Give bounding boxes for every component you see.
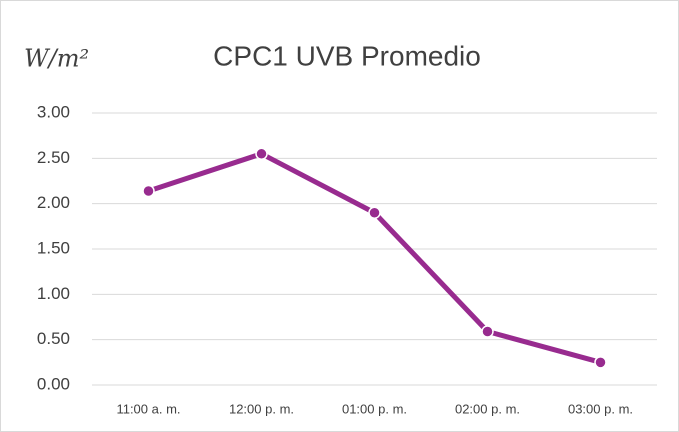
chart-title: CPC1 UVB Promedio [213, 40, 481, 71]
x-tick-label: 03:00 p. m. [568, 401, 633, 416]
data-point [255, 147, 268, 161]
y-tick-label: 3.00 [37, 102, 70, 121]
data-point [594, 356, 607, 369]
y-tick-label: 0.00 [37, 374, 70, 393]
x-tick-label: 11:00 a. m. [116, 401, 180, 416]
y-tick-label: 1.50 [37, 238, 70, 257]
y-tick-label: 0.50 [37, 329, 70, 348]
data-point [368, 206, 381, 219]
y-tick-label: 1.00 [37, 284, 70, 303]
x-tick-label: 02:00 p. m. [455, 401, 520, 416]
data-point [142, 184, 155, 198]
x-tick-label: 12:00 p. m. [229, 401, 294, 416]
y-tick-label: 2.50 [37, 148, 70, 167]
y-axis-label: W/m² [24, 45, 89, 73]
data-point [481, 325, 494, 338]
y-tick-label: 2.00 [37, 193, 70, 212]
x-tick-label: 01:00 p. m. [342, 401, 407, 416]
